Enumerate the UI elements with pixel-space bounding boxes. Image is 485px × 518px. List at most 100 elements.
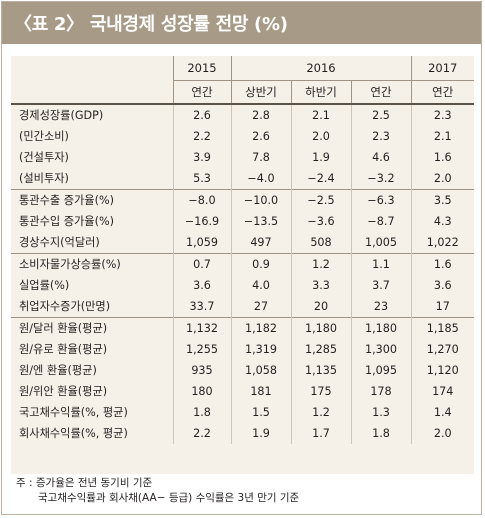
table-panel: 2015 2016 2017 연간 상반기 하반기 연간 연간 경제성장률(GD… — [11, 56, 474, 474]
table-cell: 27 — [230, 296, 291, 318]
header-year-2017: 2017 — [410, 56, 474, 81]
row-label: 통관수출 증가율(%) — [11, 189, 173, 211]
table-body: 경제성장률(GDP) 2.6 2.8 2.1 2.5 2.3 (민간소비) 2.2 2.6 2.0… — [11, 104, 474, 444]
table-cell: 2.2 — [172, 126, 231, 147]
table-cell: 1.8 — [350, 423, 411, 444]
table-cell: −8.7 — [350, 211, 411, 232]
table-cell: 2.3 — [350, 126, 411, 147]
table-cell: 1,120 — [410, 360, 474, 381]
table-cell: −10.0 — [230, 189, 291, 211]
table-cell: 2.5 — [350, 104, 411, 126]
table-cell: 4.6 — [350, 147, 411, 168]
table-cell: 180 — [172, 381, 231, 402]
table-cell: 1,270 — [410, 339, 474, 360]
table-cell: 1,255 — [172, 339, 231, 360]
table-row: 소비자물가상승률(%) 0.7 0.9 1.2 1.1 1.6 — [11, 253, 474, 275]
row-label: 통관수입 증가율(%) — [19, 215, 114, 228]
table-cell: 2.1 — [290, 104, 351, 126]
table-row: 국고채수익률(%, 평균) 1.8 1.5 1.2 1.3 1.4 — [11, 402, 474, 423]
row-label: 경상수지(억달러) — [19, 236, 100, 249]
table-row: 실업률(%) 3.6 4.0 3.3 3.7 3.6 — [11, 275, 474, 296]
table-cell: 3.6 — [410, 275, 474, 296]
table-cell: 2.6 — [230, 126, 291, 147]
table-cell: 2.8 — [230, 104, 291, 126]
header-period: 하반기 — [290, 80, 351, 105]
table-row: 원/엔 환율(평균) 935 1,058 1,135 1,095 1,120 — [11, 360, 474, 381]
table-cell: −16.9 — [172, 211, 231, 232]
table-cell: 174 — [410, 381, 474, 402]
table-cell: −8.0 — [172, 189, 231, 211]
table-cell: 1.8 — [172, 402, 231, 423]
row-label: 소비자물가상승률(%) — [11, 253, 173, 275]
table-cell: 0.7 — [172, 253, 231, 275]
row-label: 원/위안 환율(평균) — [19, 385, 108, 398]
table-cell: 7.8 — [230, 147, 291, 168]
table-cell: 1,182 — [230, 317, 291, 339]
table-row: 통관수입 증가율(%) −16.9 −13.5 −3.6 −8.7 4.3 — [11, 211, 474, 232]
table-cell: 1,285 — [290, 339, 351, 360]
table-cell: 2.2 — [172, 423, 231, 444]
table-cell: 1.9 — [290, 147, 351, 168]
table-cell: 20 — [290, 296, 351, 318]
table-cell: 3.3 — [290, 275, 351, 296]
table-cell: −2.4 — [290, 168, 351, 190]
row-label: (건설투자) — [19, 151, 69, 164]
row-label: (설비투자) — [19, 172, 69, 185]
table-cell: 1.2 — [290, 402, 351, 423]
table-cell: 33.7 — [172, 296, 231, 318]
table-cell: 1,180 — [350, 317, 411, 339]
table-cell: 1.7 — [290, 423, 351, 444]
table-row: 원/위안 환율(평균) 180 181 175 178 174 — [11, 381, 474, 402]
header-period: 연간 — [172, 80, 231, 105]
table-cell: −3.6 — [290, 211, 351, 232]
table-cell: 2.6 — [172, 104, 231, 126]
table-cell: 3.9 — [172, 147, 231, 168]
table-cell: 1.9 — [230, 423, 291, 444]
table-cell: −3.2 — [350, 168, 411, 190]
table-cell: 1,005 — [350, 232, 411, 254]
table-cell: 178 — [350, 381, 411, 402]
table-cell: −4.0 — [230, 168, 291, 190]
row-label: 원/엔 환율(평균) — [19, 364, 97, 377]
table-cell: 1.2 — [290, 253, 351, 275]
table-cell: 1,132 — [172, 317, 231, 339]
table-row: 경상수지(억달러) 1,059 497 508 1,005 1,022 — [11, 232, 474, 254]
table-cell: 175 — [290, 381, 351, 402]
header-corner — [11, 56, 173, 81]
table-cell: 497 — [230, 232, 291, 254]
header-corner-sub — [11, 80, 173, 105]
table-row: (설비투자) 5.3 −4.0 −2.4 −3.2 2.0 — [11, 168, 474, 190]
table-cell: 4.0 — [230, 275, 291, 296]
table-cell: 1,135 — [290, 360, 351, 381]
table-cell: −6.3 — [350, 189, 411, 211]
footnote-line-1: 주 : 증가율은 전년 동기비 기준 — [16, 477, 153, 489]
header-period: 연간 — [410, 80, 474, 105]
table-row: 원/유로 환율(평균) 1,255 1,319 1,285 1,300 1,270 — [11, 339, 474, 360]
table-cell: 1,059 — [172, 232, 231, 254]
row-label: 원/유로 환율(평균) — [19, 343, 108, 356]
table-cell: 1.5 — [230, 402, 291, 423]
table-row: 원/달러 환율(평균) 1,132 1,182 1,180 1,180 1,185 — [11, 317, 474, 339]
table-cell: 2.1 — [410, 126, 474, 147]
table-cell: 1,180 — [290, 317, 351, 339]
table-cell: 1,185 — [410, 317, 474, 339]
forecast-table: 2015 2016 2017 연간 상반기 하반기 연간 연간 경제성장률(GD… — [11, 56, 474, 444]
row-label: 국고채수익률(%, 평균) — [19, 406, 128, 419]
table-cell: 1.1 — [350, 253, 411, 275]
table-title: 〈표 2〉 국내경제 성장률 전망 (%) — [14, 14, 288, 35]
table-cell: 23 — [350, 296, 411, 318]
table-cell: 3.5 — [410, 189, 474, 211]
table-cell: 3.7 — [350, 275, 411, 296]
row-label: 원/달러 환율(평균) — [11, 317, 173, 339]
table-cell: 1.6 — [410, 147, 474, 168]
table-cell: 3.6 — [172, 275, 231, 296]
table-cell: 181 — [230, 381, 291, 402]
table-cell: 508 — [290, 232, 351, 254]
header-period: 상반기 — [230, 80, 291, 105]
table-cell: 0.9 — [230, 253, 291, 275]
table-cell: 935 — [172, 360, 231, 381]
table-cell: 1.6 — [410, 253, 474, 275]
row-label: 경제성장률(GDP) — [19, 109, 104, 122]
table-cell: 2.0 — [290, 126, 351, 147]
